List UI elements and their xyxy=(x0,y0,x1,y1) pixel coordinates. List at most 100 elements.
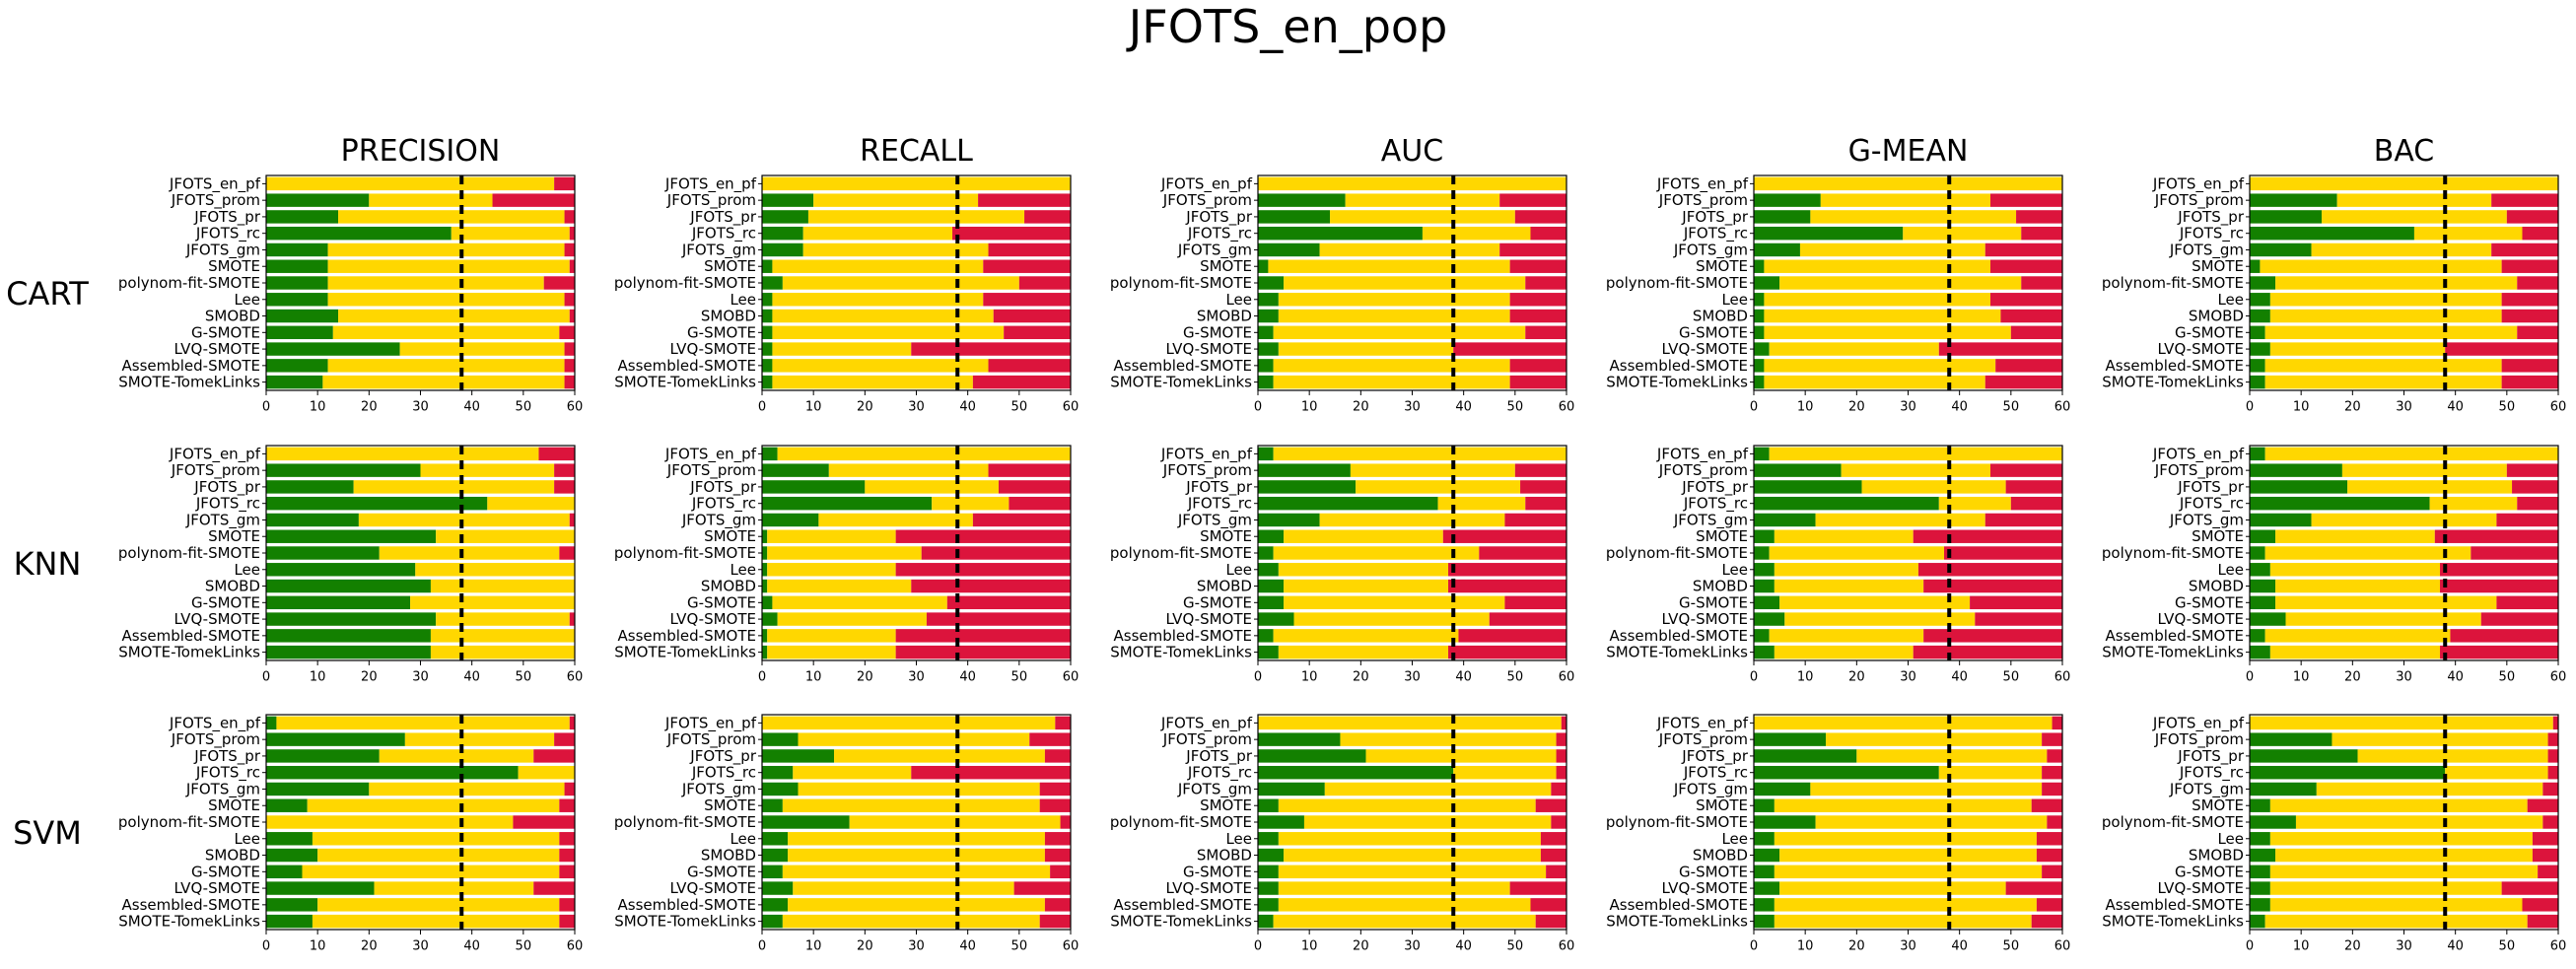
bar-green xyxy=(1258,193,1346,207)
y-tick-label: JFOTS_rc xyxy=(2179,225,2244,243)
x-tick-label: 50 xyxy=(1011,670,1028,685)
y-tick-label: JFOTS_pr xyxy=(193,747,261,766)
bar-gold xyxy=(415,563,575,577)
bar-gold xyxy=(772,595,947,610)
bar-gold xyxy=(1769,342,1939,356)
y-tick-label: JFOTS_rc xyxy=(195,495,260,514)
bar-green xyxy=(266,832,313,846)
y-tick-label: SMOBD xyxy=(701,578,756,595)
y-tick-label: Assembled-SMOTE xyxy=(2106,357,2245,375)
y-tick-label: JFOTS_prom xyxy=(1162,191,1252,210)
y-tick-label: SMOBD xyxy=(1693,847,1748,865)
bar-green xyxy=(1258,546,1274,560)
bar-gold xyxy=(266,176,555,191)
bar-green xyxy=(1258,765,1454,780)
bar-green xyxy=(2250,496,2430,511)
y-tick-label: polynom-fit-SMOTE xyxy=(614,544,756,562)
bar-gold xyxy=(1779,848,2037,863)
bar-green xyxy=(762,242,803,257)
bar-gold xyxy=(2269,898,2523,912)
bar-red xyxy=(559,546,575,560)
bar-red xyxy=(1499,193,1566,207)
bar-green xyxy=(266,798,308,812)
y-tick-label: JFOTS_gm xyxy=(2169,511,2244,529)
y-tick-label: G-SMOTE xyxy=(687,863,756,880)
bar-gold xyxy=(1273,629,1459,643)
bar-gold xyxy=(1278,898,1531,912)
bar-red xyxy=(1039,798,1071,812)
bar-red xyxy=(1448,645,1566,659)
y-tick-label: JFOTS_rc xyxy=(691,225,756,243)
bar-green xyxy=(2250,276,2276,290)
bar-gold xyxy=(788,832,1045,846)
bar-red xyxy=(1039,914,1071,929)
y-tick-label: JFOTS_pr xyxy=(1185,208,1253,227)
x-tick-label: 50 xyxy=(2499,670,2516,685)
bar-green xyxy=(1754,226,1904,241)
bar-gold xyxy=(772,293,984,307)
y-tick-label: JFOTS_en_pf xyxy=(664,174,757,193)
bar-red xyxy=(1938,342,2062,356)
bar-green xyxy=(1754,496,1939,511)
bar-green xyxy=(762,463,829,477)
y-tick-label: Lee xyxy=(2217,561,2244,579)
bar-red xyxy=(1044,848,1071,863)
bar-gold xyxy=(1284,529,1443,543)
bar-gold xyxy=(772,375,973,389)
bar-red xyxy=(554,732,575,746)
bar-red xyxy=(895,563,1071,577)
y-tick-label: polynom-fit-SMOTE xyxy=(118,544,260,562)
x-tick-label: 60 xyxy=(567,400,584,415)
bar-red xyxy=(533,881,575,895)
bar-red xyxy=(569,513,575,527)
bar-green xyxy=(762,798,783,812)
y-tick-label: LVQ-SMOTE xyxy=(1165,610,1252,628)
bar-gold xyxy=(793,765,912,780)
bar-green xyxy=(266,242,328,257)
bar-green xyxy=(1754,342,1770,356)
y-tick-label: JFOTS_prom xyxy=(1658,730,1748,749)
bar-gold xyxy=(358,513,570,527)
bar-green xyxy=(1754,193,1821,207)
bar-red xyxy=(1509,375,1566,389)
y-tick-label: polynom-fit-SMOTE xyxy=(1110,274,1252,292)
bar-green xyxy=(2250,629,2265,643)
bar-red xyxy=(564,782,575,796)
bar-red xyxy=(1923,579,2062,593)
bar-gold xyxy=(1861,480,2006,494)
bar-gold xyxy=(369,193,493,207)
x-tick-label: 0 xyxy=(758,400,766,415)
bar-green xyxy=(762,546,768,560)
bar-red xyxy=(952,226,1071,241)
bar-gold xyxy=(1350,463,1515,477)
y-tick-label: polynom-fit-SMOTE xyxy=(1606,813,1748,831)
bar-gold xyxy=(399,342,565,356)
column-title: G-MEAN xyxy=(1848,134,1969,169)
x-tick-label: 10 xyxy=(2293,400,2310,415)
x-tick-label: 40 xyxy=(463,939,480,954)
x-tick-label: 0 xyxy=(1750,670,1758,685)
bar-green xyxy=(266,848,318,863)
bar-gold xyxy=(1764,309,2001,323)
y-tick-label: polynom-fit-SMOTE xyxy=(1606,274,1748,292)
bar-red xyxy=(978,193,1071,207)
bar-green xyxy=(266,513,359,527)
bar-green xyxy=(762,325,773,340)
bar-red xyxy=(911,765,1071,780)
bar-gold xyxy=(1764,325,2011,340)
column-title: BAC xyxy=(2374,134,2435,169)
bar-gold xyxy=(788,898,1045,912)
x-tick-label: 0 xyxy=(262,939,270,954)
y-tick-label: JFOTS_pr xyxy=(2177,478,2245,497)
y-tick-label: Assembled-SMOTE xyxy=(1610,357,1749,375)
x-tick-label: 20 xyxy=(2344,670,2361,685)
bar-red xyxy=(2042,765,2062,780)
x-tick-label: 40 xyxy=(463,400,480,415)
bar-green xyxy=(1754,447,1770,461)
bar-green xyxy=(2250,342,2270,356)
bar-red xyxy=(559,832,575,846)
bar-green xyxy=(1258,447,1274,461)
bar-red xyxy=(1509,259,1566,273)
bar-green xyxy=(1258,629,1274,643)
